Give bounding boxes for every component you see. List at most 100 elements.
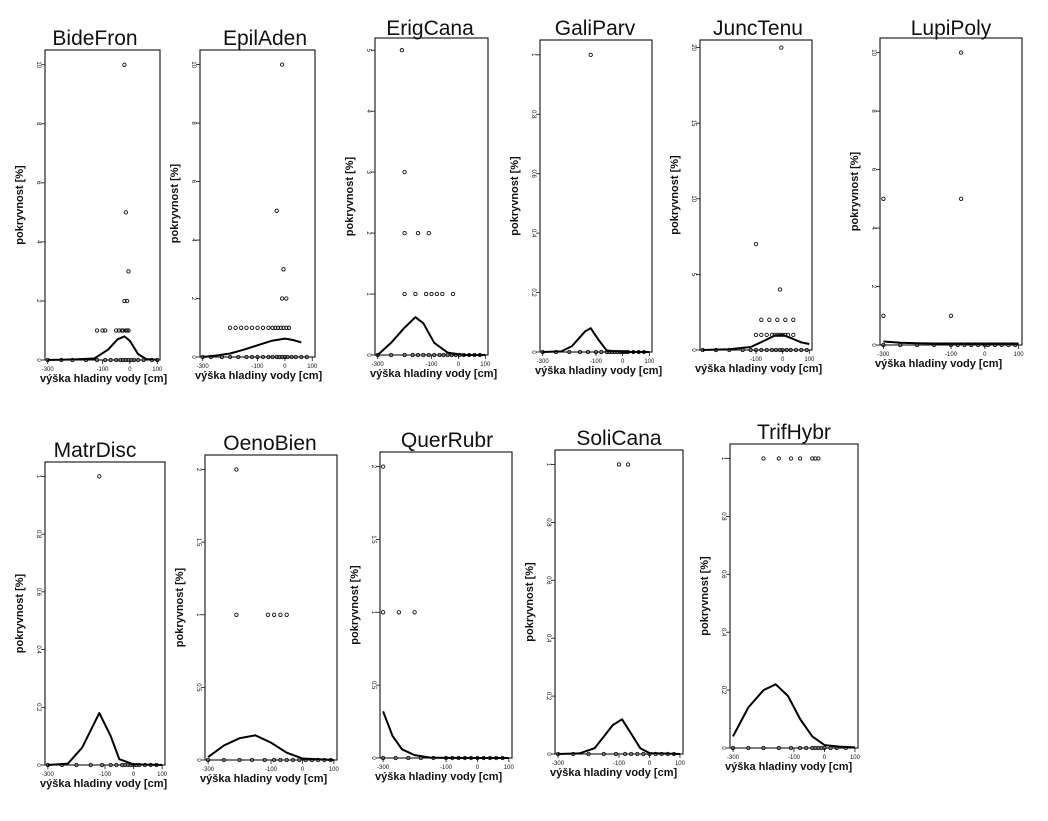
data-point — [775, 332, 780, 338]
data-point — [418, 755, 424, 761]
data-point — [328, 757, 333, 763]
data-point — [665, 751, 670, 757]
data-point — [135, 357, 141, 363]
x-tick-label: -300 — [877, 352, 890, 358]
data-point — [783, 332, 788, 338]
data-point — [285, 354, 290, 360]
data-point — [142, 762, 148, 768]
data-point — [290, 757, 296, 763]
chart-title: EpilAden — [223, 27, 307, 50]
y-tick-label: 2 — [365, 231, 371, 235]
data-point — [260, 325, 266, 330]
y-tick-label: 0.5 — [195, 683, 201, 692]
x-tick-label: -300 — [537, 359, 550, 365]
data-point — [791, 317, 796, 322]
data-point — [271, 612, 277, 617]
data-point — [122, 762, 128, 768]
data-point — [456, 755, 461, 761]
y-tick-label: 2 — [870, 285, 876, 289]
x-tick-label: -100 — [750, 357, 763, 363]
x-tick-label: 0 — [648, 761, 652, 767]
data-point — [472, 352, 477, 358]
data-point — [281, 267, 286, 272]
data-point — [284, 612, 289, 617]
data-point — [200, 354, 205, 360]
x-tick-label: -300 — [372, 362, 385, 368]
data-point — [776, 745, 781, 751]
data-point — [761, 456, 766, 461]
data-point — [273, 325, 278, 330]
data-point — [776, 456, 781, 461]
data-point — [70, 357, 75, 363]
data-point — [788, 456, 794, 461]
chart-title: OenoBien — [223, 432, 316, 455]
x-tick-label: -100 — [96, 367, 109, 373]
data-point — [577, 349, 583, 355]
data-point — [620, 349, 625, 355]
y-tick-label: 0.4 — [35, 645, 41, 654]
data-point — [775, 317, 780, 322]
data-point — [635, 751, 640, 757]
data-point — [746, 745, 751, 751]
x-axis-label: výška hladiny vody [cm] — [200, 773, 327, 785]
data-point — [753, 347, 759, 353]
data-point — [434, 291, 440, 297]
data-point — [227, 354, 233, 360]
data-point — [402, 291, 407, 297]
data-point — [236, 354, 241, 360]
response-curve — [557, 718, 681, 755]
y-tick-label: 0.6 — [35, 588, 41, 597]
data-point — [128, 762, 133, 768]
y-tick-label: 6 — [190, 180, 196, 184]
data-point — [764, 347, 769, 353]
data-point — [402, 169, 407, 175]
data-point — [457, 352, 462, 358]
data-point — [293, 354, 298, 360]
data-point — [772, 332, 777, 338]
data-point — [609, 349, 615, 355]
data-point — [616, 462, 622, 467]
data-point — [303, 757, 308, 763]
data-point — [88, 762, 93, 768]
data-point — [555, 751, 561, 757]
data-point — [124, 298, 130, 304]
y-tick-label: 0.4 — [545, 634, 551, 643]
response-curve — [542, 327, 650, 353]
y-tick-label: 0 — [195, 758, 201, 762]
data-point — [279, 62, 285, 67]
data-point — [553, 349, 559, 355]
x-tick-label: 100 — [157, 772, 168, 778]
data-point — [625, 349, 631, 355]
y-tick-label: 1 — [530, 53, 536, 57]
x-tick-label: 100 — [329, 767, 340, 773]
data-point — [653, 751, 658, 757]
x-tick-label: -300 — [727, 755, 740, 761]
y-tick-label: 10 — [690, 195, 696, 202]
x-tick-label: -100 — [440, 765, 453, 771]
data-point — [797, 456, 803, 461]
response-curve — [47, 335, 158, 361]
data-point — [249, 757, 255, 763]
data-point — [881, 313, 886, 318]
data-point — [244, 325, 249, 330]
x-axis-label: výška hladiny vody [cm] — [535, 365, 662, 377]
data-point — [205, 757, 211, 763]
plot-frame — [379, 451, 513, 759]
data-point — [429, 291, 434, 297]
plot-frame — [199, 49, 316, 358]
data-point — [467, 352, 472, 358]
panel-erigcana: ErigCana pokryvnost [%] výška hladiny vo… — [344, 17, 497, 380]
y-axis-label: pokryvnost [%] — [349, 565, 361, 645]
data-point — [613, 751, 619, 757]
data-point — [788, 745, 794, 751]
data-point — [540, 349, 545, 355]
y-tick-label: 5 — [365, 49, 371, 53]
chart-title: LupiPoly — [911, 17, 992, 40]
chart-title: QuerRubr — [401, 429, 493, 452]
data-point — [477, 352, 483, 358]
panel-solicana: SoliCana pokryvnost [%] výška hladiny vo… — [524, 427, 686, 779]
data-point — [279, 296, 285, 301]
data-point — [103, 328, 108, 333]
data-point — [126, 328, 131, 333]
data-point — [123, 210, 128, 215]
